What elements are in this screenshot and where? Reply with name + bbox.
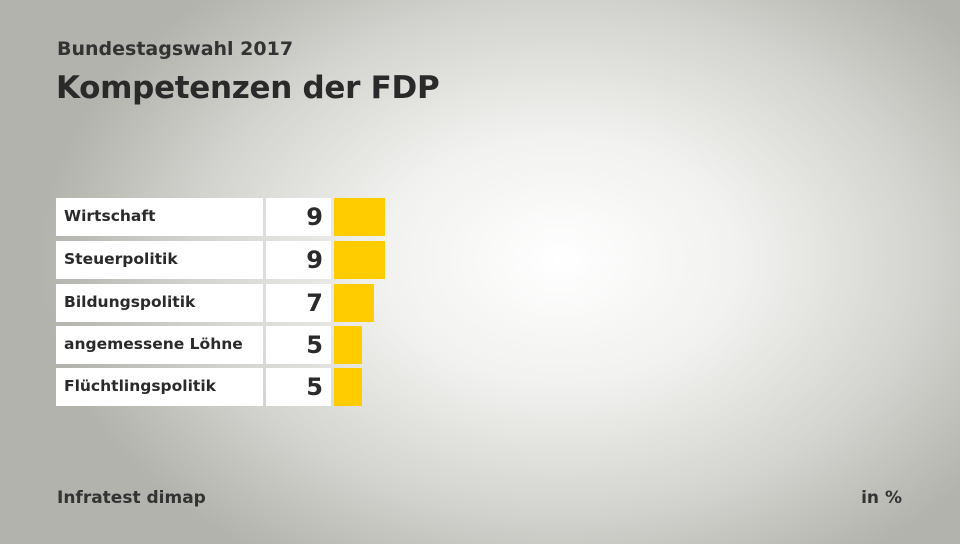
bar — [334, 326, 363, 364]
chart-subtitle: Bundestagswahl 2017 — [57, 38, 294, 60]
chart-title: Kompetenzen der FDP — [56, 70, 440, 106]
category-label: Wirtschaft — [56, 198, 263, 236]
bar — [334, 368, 363, 406]
source-label: Infratest dimap — [57, 488, 206, 508]
value-label: 9 — [266, 241, 331, 279]
value-label: 7 — [266, 284, 331, 322]
category-label: angemessene Löhne — [56, 326, 263, 364]
bar — [334, 198, 386, 236]
value-label: 9 — [266, 198, 331, 236]
value-label: 5 — [266, 368, 331, 406]
bar — [334, 241, 386, 279]
category-label: Bildungspolitik — [56, 284, 263, 322]
category-label: Flüchtlingspolitik — [56, 368, 263, 406]
bar — [334, 284, 374, 322]
category-label: Steuerpolitik — [56, 241, 263, 279]
unit-label: in % — [861, 488, 902, 508]
value-label: 5 — [266, 326, 331, 364]
